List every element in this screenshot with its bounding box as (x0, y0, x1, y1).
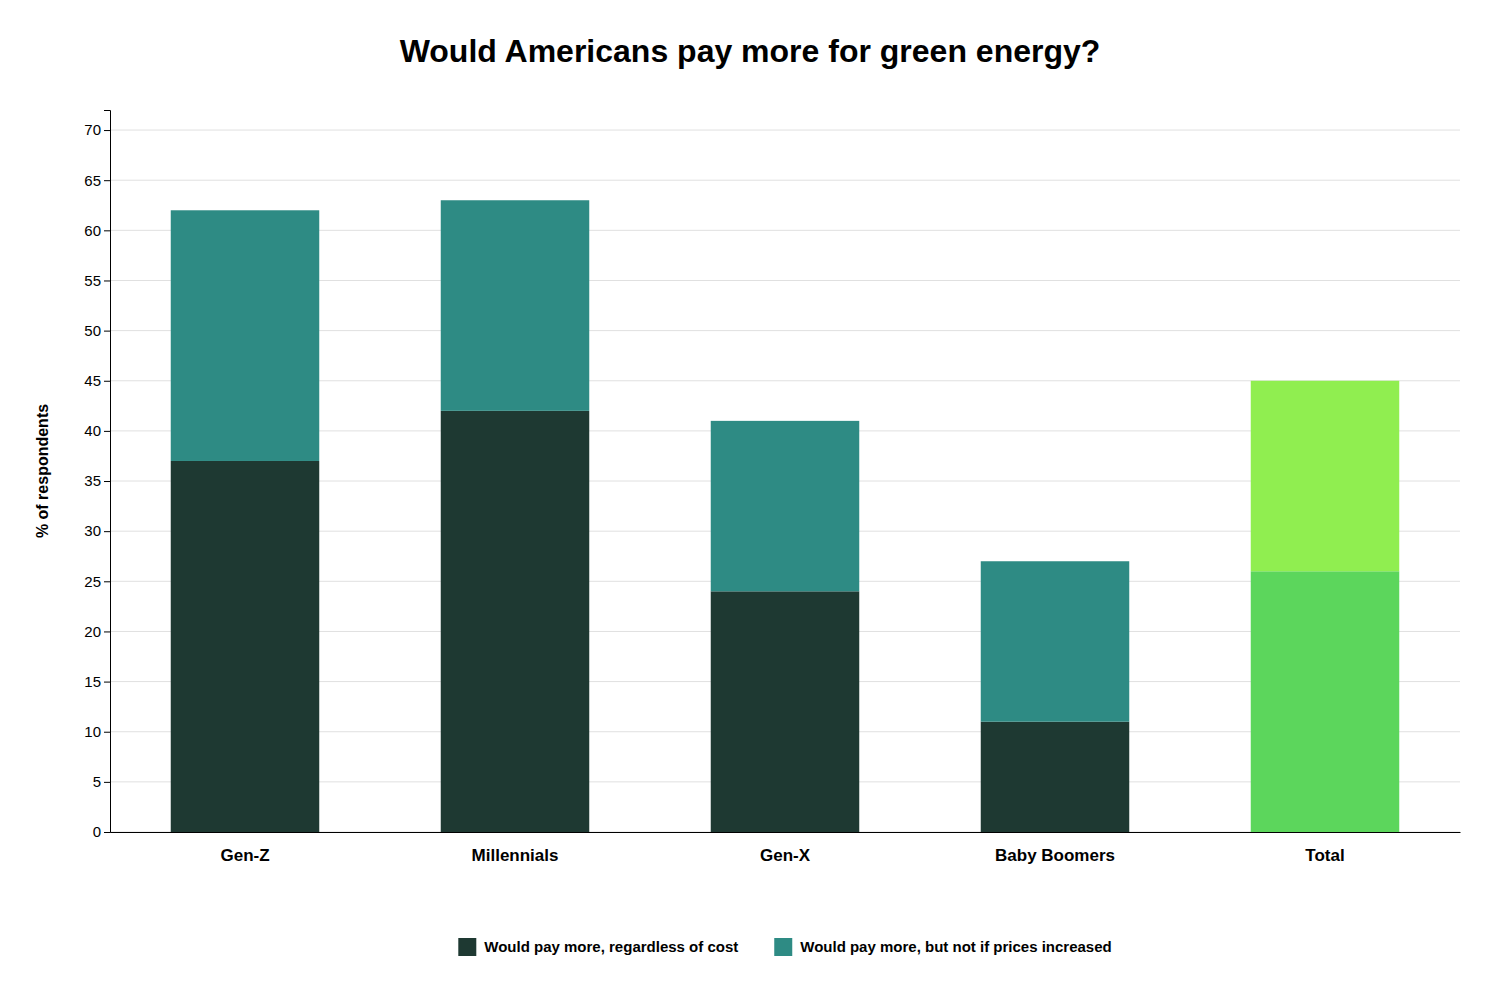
y-tick-label: 25 (84, 573, 101, 590)
y-axis: 0 5 10 15 20 25 30 35 40 45 50 55 60 65 70 (84, 111, 110, 841)
chart-container: 0 5 10 15 20 25 30 35 40 45 50 55 60 65 70 Gen-Z Millenn… (0, 0, 1500, 1002)
legend-swatch (774, 938, 792, 956)
y-tick-label: 10 (84, 723, 101, 740)
y-tick: 70 (84, 121, 110, 138)
y-axis-line (104, 111, 111, 833)
y-tick-mark (104, 531, 110, 532)
y-tick: 55 (84, 272, 110, 289)
y-tick-label: 35 (84, 472, 101, 489)
y-tick-mark (104, 732, 110, 733)
grid-line (110, 180, 1460, 181)
y-tick-mark (104, 682, 110, 683)
y-tick-label: 20 (84, 623, 101, 640)
legend: Would pay more, regardless of cost Would … (458, 938, 1111, 956)
y-tick-mark (104, 782, 110, 783)
y-tick: 65 (84, 171, 110, 188)
y-tick-mark (104, 381, 110, 382)
x-tick-label: Baby Boomers (995, 846, 1115, 865)
y-tick: 20 (84, 623, 110, 640)
x-tick: Total (1305, 846, 1344, 865)
y-tick-label: 45 (84, 372, 101, 389)
x-tick: Gen-X (760, 846, 811, 865)
y-tick: 35 (84, 472, 110, 489)
y-tick-mark (104, 280, 110, 281)
legend-item: Would pay more, regardless of cost (458, 938, 738, 956)
y-tick-mark (104, 130, 110, 131)
bars (171, 200, 1400, 832)
y-tick-mark (104, 832, 110, 833)
x-tick: Millennials (472, 846, 559, 865)
y-tick: 0 (93, 823, 110, 840)
bar (1251, 381, 1400, 572)
y-tick-mark (104, 230, 110, 231)
bar-series (171, 200, 1400, 721)
y-tick-label: 50 (84, 322, 101, 339)
y-tick-mark (104, 331, 110, 332)
x-tick: Baby Boomers (995, 846, 1115, 865)
legend-label: Would pay more, regardless of cost (484, 938, 738, 955)
bar (441, 411, 590, 832)
x-tick-label: Millennials (472, 846, 559, 865)
y-tick-label: 0 (93, 823, 101, 840)
bar (711, 421, 860, 591)
bar (981, 561, 1130, 721)
y-tick-mark (104, 481, 110, 482)
y-tick-label: 55 (84, 272, 101, 289)
bar (1251, 571, 1400, 832)
bar (981, 722, 1130, 832)
bar (441, 200, 590, 411)
y-tick-label: 40 (84, 422, 101, 439)
bar-series (171, 411, 1400, 832)
grid-line (110, 130, 1460, 131)
chart-svg: 0 5 10 15 20 25 30 35 40 45 50 55 60 65 70 Gen-Z Millenn… (0, 0, 1500, 1002)
y-tick: 45 (84, 372, 110, 389)
grid (110, 130, 1460, 832)
y-tick-mark (104, 581, 110, 582)
y-tick-label: 65 (84, 171, 101, 188)
title: Would Americans pay more for green energ… (400, 33, 1101, 69)
bar (711, 591, 860, 832)
y-tick-mark (104, 631, 110, 632)
legend-swatch (458, 938, 476, 956)
bar (171, 210, 320, 461)
legend-item: Would pay more, but not if prices increa… (774, 938, 1111, 956)
y-axis-title: % of respondents (34, 404, 51, 538)
x-tick-label: Gen-Z (220, 846, 269, 865)
y-tick-label: 5 (93, 773, 101, 790)
x-tick-label: Total (1305, 846, 1344, 865)
legend-label: Would pay more, but not if prices increa… (800, 938, 1111, 955)
y-tick: 15 (84, 673, 110, 690)
bar (171, 461, 320, 832)
y-tick: 25 (84, 573, 110, 590)
y-tick-label: 30 (84, 522, 101, 539)
y-tick: 50 (84, 322, 110, 339)
x-axis-line (111, 832, 1461, 833)
y-tick: 30 (84, 522, 110, 539)
y-tick-mark (104, 431, 110, 432)
y-tick-label: 60 (84, 222, 101, 239)
y-tick-label: 15 (84, 673, 101, 690)
y-tick: 10 (84, 723, 110, 740)
y-tick-label: 70 (84, 121, 101, 138)
x-tick: Gen-Z (220, 846, 269, 865)
x-tick-label: Gen-X (760, 846, 811, 865)
y-tick-mark (104, 180, 110, 181)
y-tick: 40 (84, 422, 110, 439)
y-tick: 5 (93, 773, 110, 790)
x-axis: Gen-Z Millennials Gen-X Baby Boomers Total (111, 833, 1461, 866)
y-tick: 60 (84, 222, 110, 239)
